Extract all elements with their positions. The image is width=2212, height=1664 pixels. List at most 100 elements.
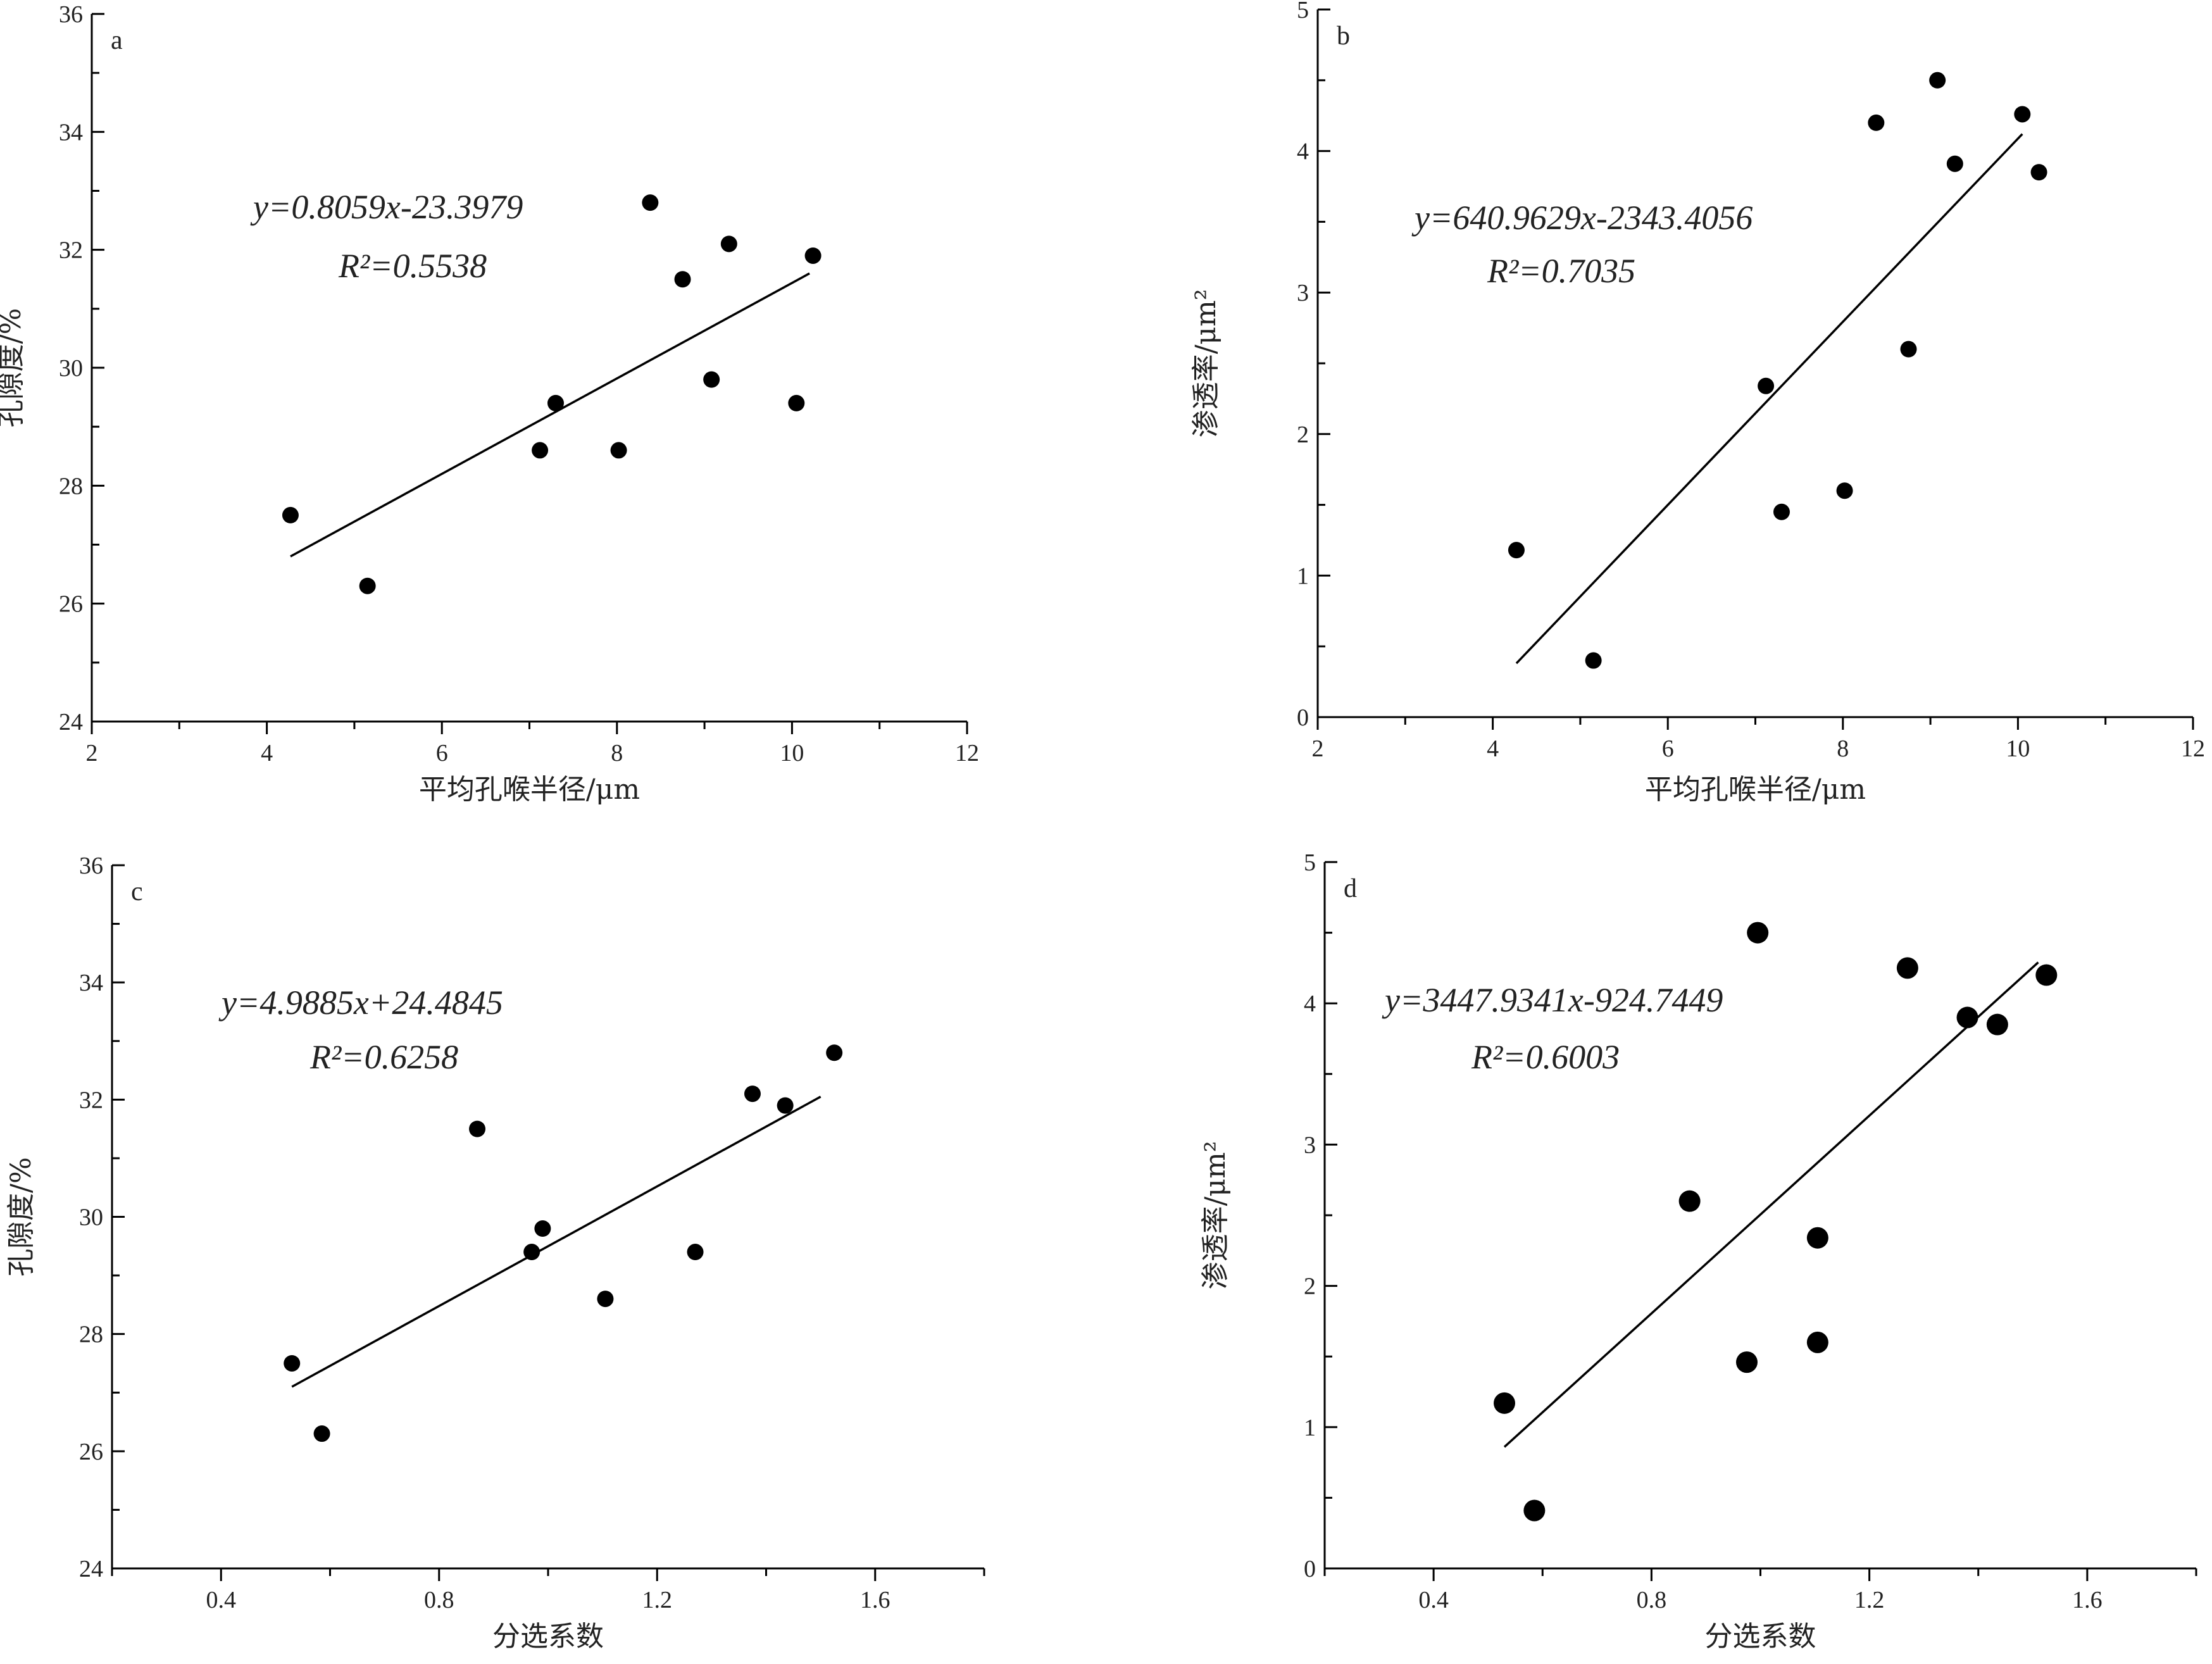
- data-point: [2030, 164, 2047, 181]
- data-point: [703, 371, 720, 388]
- data-point: [1523, 1499, 1546, 1522]
- data-point: [1836, 482, 1853, 499]
- r-squared-label: R²=0.7035: [1487, 252, 1635, 290]
- data-point: [534, 1220, 551, 1237]
- x-tick-label: 8: [611, 740, 623, 766]
- y-tick-label: 24: [79, 1556, 103, 1582]
- data-point: [2014, 106, 2031, 123]
- x-tick-label: 0.8: [424, 1587, 454, 1613]
- data-point: [642, 194, 659, 211]
- panel-c: 0.4 0.8 1.2 1.6 24 26 28 30 32 34 36 c 分选系数 孔隙度/% y=4.…: [5, 853, 985, 1653]
- data-point: [1508, 542, 1525, 559]
- y-tick-label: 26: [59, 591, 83, 618]
- x-axis-label: 平均孔喉半径/μm: [1645, 773, 1866, 806]
- data-point: [720, 235, 737, 253]
- x-tick-label: 1.2: [642, 1587, 673, 1613]
- data-point: [744, 1085, 761, 1103]
- y-tick-label: 32: [59, 237, 83, 264]
- data-point: [1747, 922, 1769, 944]
- data-point: [359, 577, 376, 594]
- y-tick-label: 28: [79, 1322, 103, 1348]
- y-tick-label: 30: [79, 1204, 103, 1231]
- y-tick-label: 28: [59, 473, 83, 499]
- y-tick-label: 3: [1297, 280, 1309, 306]
- x-tick-label: 2: [86, 740, 98, 766]
- x-tick-label: 6: [1662, 735, 1674, 762]
- y-tick-label: 1: [1304, 1415, 1316, 1441]
- data-point: [1986, 1013, 2008, 1035]
- x-tick-label: 12: [955, 740, 979, 766]
- y-tick-label: 24: [59, 709, 83, 735]
- data-point: [687, 1244, 704, 1261]
- y-axis-label: 渗透率/μm²: [1190, 289, 1222, 438]
- x-tick-label: 4: [261, 740, 273, 766]
- data-point: [1494, 1392, 1516, 1414]
- data-point: [532, 442, 549, 459]
- regression-equation: y=640.9629x-2343.4056: [1411, 199, 1753, 237]
- data-point: [1758, 377, 1775, 394]
- y-tick-label: 0: [1304, 1556, 1316, 1582]
- data-point: [1896, 957, 1918, 979]
- x-tick-label: 6: [436, 740, 448, 766]
- data-point: [1806, 1331, 1828, 1353]
- x-tick-label: 0.4: [1418, 1587, 1449, 1613]
- panel-b: 2 4 6 8 10 12012345b平均孔喉半径/μm渗透率/μm²y=640.962…: [1190, 0, 2205, 806]
- y-tick-label: 4: [1304, 991, 1316, 1017]
- y-tick-label: 34: [79, 970, 103, 996]
- y-tick-label: 30: [59, 355, 83, 382]
- panel-letter: d: [1344, 874, 1357, 903]
- panel-letter: b: [1337, 22, 1350, 51]
- y-tick-label: 5: [1297, 0, 1309, 23]
- regression-equation: y=0.8059x-23.3979: [250, 188, 523, 226]
- y-axis-label: 孔隙度/%: [0, 308, 27, 428]
- data-point: [523, 1244, 541, 1261]
- y-tick-label: 3: [1304, 1132, 1316, 1158]
- x-tick-label: 1.2: [1854, 1587, 1885, 1613]
- r-squared-label: R²=0.5538: [338, 247, 487, 285]
- data-point: [2035, 964, 2058, 986]
- data-point: [1946, 155, 1963, 172]
- data-point: [313, 1425, 330, 1442]
- x-axis-label: 分选系数: [1705, 1620, 1816, 1653]
- data-point: [597, 1291, 614, 1308]
- y-tick-label: 0: [1297, 704, 1309, 731]
- data-point: [610, 442, 627, 459]
- panel-a: 2 4 6 8 10 1224262830323436a平均孔喉半径/μm孔隙度/%y=0…: [0, 1, 979, 806]
- regression-line: [290, 272, 810, 558]
- y-tick-label: 36: [79, 853, 103, 879]
- x-tick-label: 8: [1837, 735, 1849, 762]
- x-axis-label: 平均孔喉半径/μm: [419, 773, 640, 806]
- data-point: [282, 506, 299, 523]
- data-point: [284, 1354, 301, 1372]
- regression-line: [291, 1096, 822, 1388]
- panel-d: 0.4 0.8 1.2 1.6 0 1 2 3 4 5 d 分选系数 渗透率/μm² y=3447.934…: [1199, 849, 2197, 1653]
- panel-letter: c: [131, 877, 143, 906]
- x-axis-label: 分选系数: [492, 1620, 604, 1653]
- data-point: [788, 394, 805, 411]
- data-point: [1956, 1006, 1978, 1029]
- x-tick-label: 10: [2006, 735, 2030, 762]
- r-squared-label: R²=0.6003: [1471, 1038, 1620, 1076]
- y-tick-label: 32: [79, 1087, 103, 1113]
- data-point: [674, 271, 691, 288]
- x-tick-label: 0.8: [1637, 1587, 1667, 1613]
- data-point: [547, 394, 564, 411]
- data-point: [1585, 652, 1602, 669]
- y-tick-label: 2: [1304, 1273, 1316, 1300]
- x-tick-label: 2: [1312, 735, 1324, 762]
- panel-letter: a: [111, 26, 123, 55]
- y-tick-label: 34: [59, 119, 83, 146]
- data-point: [826, 1044, 843, 1061]
- x-tick-label: 0.4: [206, 1587, 237, 1613]
- regression-line: [1503, 961, 2039, 1448]
- data-point: [1900, 341, 1917, 358]
- y-tick-label: 4: [1297, 139, 1309, 165]
- y-tick-label: 1: [1297, 563, 1309, 589]
- x-tick-label: 10: [780, 740, 804, 766]
- x-tick-label: 4: [1487, 735, 1499, 762]
- data-point: [1735, 1351, 1758, 1373]
- y-tick-label: 2: [1297, 422, 1309, 448]
- regression-line: [1515, 133, 2023, 665]
- y-axis-label: 渗透率/μm²: [1199, 1141, 1232, 1290]
